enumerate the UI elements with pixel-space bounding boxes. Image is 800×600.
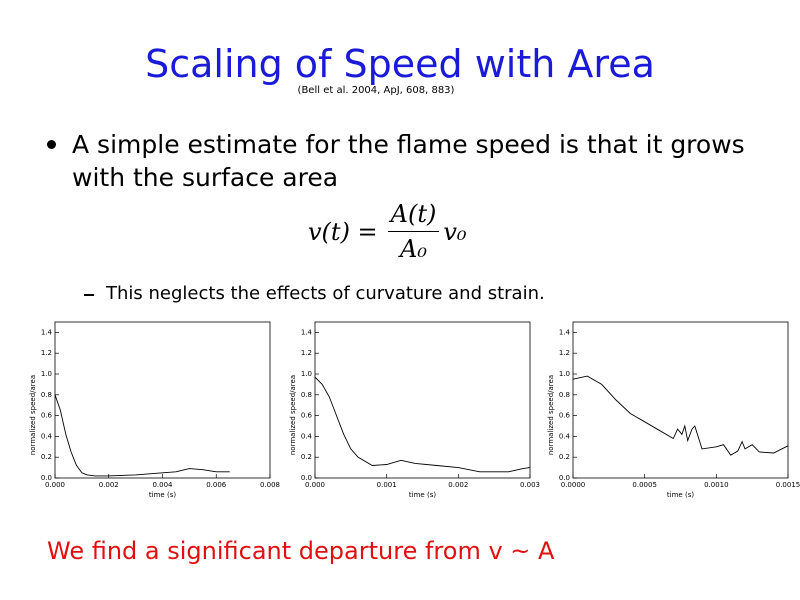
citation: (Bell et al. 2004, ApJ, 608, 883) bbox=[297, 85, 455, 96]
sub-bullet-marker bbox=[84, 294, 94, 296]
y-tick-label: 1.2 bbox=[41, 349, 52, 357]
y-tick-label: 1.0 bbox=[301, 370, 312, 378]
y-tick-label: 0.0 bbox=[301, 474, 312, 482]
y-axis-label: normalized speed/area bbox=[29, 375, 37, 455]
x-tick-label: 0.003 bbox=[520, 481, 540, 489]
y-tick-label: 1.4 bbox=[41, 328, 53, 336]
y-tick-label: 1.2 bbox=[559, 349, 570, 357]
y-tick-label: 0.8 bbox=[41, 391, 52, 399]
x-tick-label: 0.000 bbox=[305, 481, 325, 489]
equation-factor: v₀ bbox=[443, 217, 467, 246]
y-tick-label: 1.0 bbox=[41, 370, 52, 378]
y-tick-label: 0.2 bbox=[559, 453, 570, 461]
y-tick-label: 0.0 bbox=[559, 474, 570, 482]
sub-bullet-text: This neglects the effects of curvature a… bbox=[106, 283, 545, 304]
x-axis-label: time (s) bbox=[667, 491, 694, 499]
plot-frame bbox=[572, 321, 789, 479]
x-tick-label: 0.006 bbox=[206, 481, 227, 489]
y-tick-label: 0.2 bbox=[301, 453, 312, 461]
y-axis-label: normalized speed/area bbox=[289, 375, 297, 455]
x-axis-label: time (s) bbox=[409, 491, 436, 499]
y-tick-label: 0.6 bbox=[41, 412, 53, 420]
conclusion: We find a significant departure from v ~… bbox=[47, 537, 555, 565]
x-tick-label: 0.000 bbox=[45, 481, 65, 489]
equation-lhs: v(t) = bbox=[308, 217, 378, 246]
y-tick-label: 1.0 bbox=[559, 370, 570, 378]
y-tick-label: 0.6 bbox=[301, 412, 313, 420]
bullet-marker bbox=[47, 140, 56, 149]
x-tick-label: 0.0000 bbox=[561, 481, 586, 489]
denominator: A₀ bbox=[400, 235, 427, 263]
x-tick-label: 0.0005 bbox=[632, 481, 657, 489]
fraction: A(t) A₀ bbox=[387, 200, 440, 263]
y-tick-label: 0.8 bbox=[559, 391, 570, 399]
y-tick-label: 0.8 bbox=[301, 391, 312, 399]
numerator: A(t) bbox=[387, 200, 440, 232]
plot-frame bbox=[314, 321, 531, 479]
x-tick-label: 0.002 bbox=[448, 481, 468, 489]
x-tick-label: 0.004 bbox=[152, 481, 173, 489]
x-tick-label: 0.001 bbox=[377, 481, 397, 489]
x-tick-label: 0.0010 bbox=[704, 481, 729, 489]
y-tick-label: 0.2 bbox=[41, 453, 52, 461]
y-tick-label: 0.4 bbox=[559, 432, 571, 440]
x-axis-label: time (s) bbox=[149, 491, 176, 499]
y-tick-label: 1.4 bbox=[559, 328, 571, 336]
data-line bbox=[572, 375, 789, 456]
plot-frame bbox=[54, 321, 271, 479]
data-line bbox=[314, 376, 531, 473]
x-tick-label: 0.002 bbox=[99, 481, 119, 489]
bullet-text: A simple estimate for the flame speed is… bbox=[72, 130, 745, 192]
y-tick-label: 0.4 bbox=[301, 432, 313, 440]
y-tick-label: 0.4 bbox=[41, 432, 53, 440]
x-tick-label: 0.0015 bbox=[776, 481, 800, 489]
y-tick-label: 1.4 bbox=[301, 328, 313, 336]
data-line bbox=[54, 394, 230, 477]
charts: 0.0 0.2 0.4 0.6 0.8 1.0 1.2 1.4 0.000 0.002 0.004 0… bbox=[29, 321, 800, 499]
y-axis-label: normalized speed/area bbox=[547, 375, 555, 455]
y-tick-label: 0.6 bbox=[559, 412, 571, 420]
y-tick-label: 0.0 bbox=[41, 474, 52, 482]
slide-title: Scaling of Speed with Area bbox=[145, 42, 655, 86]
y-tick-label: 1.2 bbox=[301, 349, 312, 357]
equation: v(t) = A(t) A₀ v₀ bbox=[308, 200, 467, 263]
x-tick-label: 0.008 bbox=[260, 481, 280, 489]
